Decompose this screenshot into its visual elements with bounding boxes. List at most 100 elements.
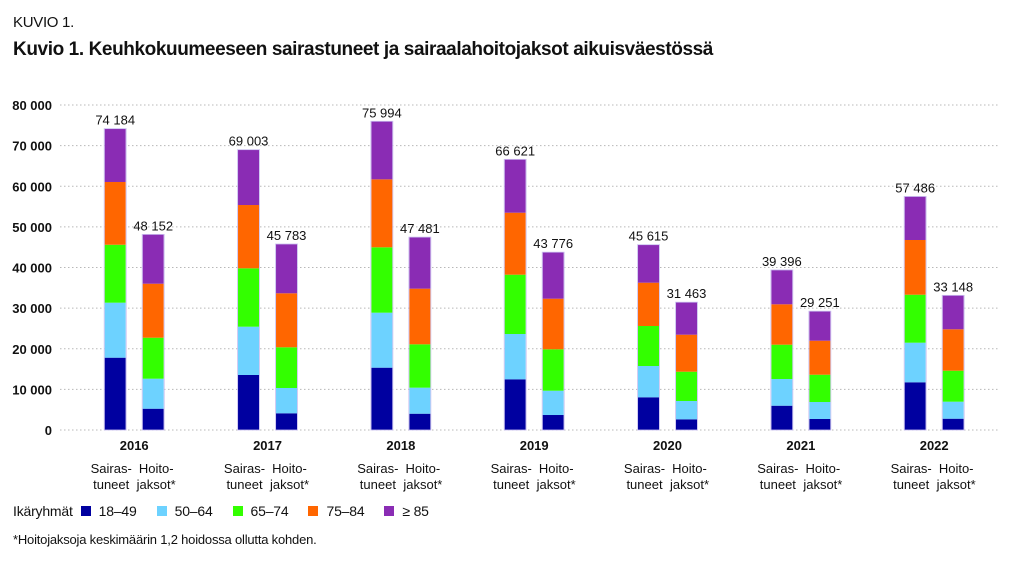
bar-total-label: 66 621 <box>495 143 535 158</box>
bar-total-label: 45 783 <box>267 228 307 243</box>
bar-segment-18-49 <box>638 397 660 430</box>
bar-segment--85 <box>904 196 926 240</box>
bar-segment-65-74 <box>504 274 526 335</box>
bar-segment-50-64 <box>676 400 698 420</box>
bar-segment-65-74 <box>904 294 926 343</box>
legend-swatch <box>156 506 167 516</box>
bar-outline <box>370 120 394 431</box>
bar-segment-75-84 <box>104 181 126 245</box>
bar-segment-18-49 <box>542 415 564 430</box>
bar-segment-18-49 <box>771 405 793 430</box>
bar-segment-75-84 <box>942 329 964 371</box>
bar-category-label: tuneet <box>626 477 663 492</box>
bar-segment--85 <box>104 128 126 182</box>
bar-category-label: jaksot* <box>136 477 176 492</box>
bar-total-label: 31 463 <box>667 286 707 301</box>
stacked-bar-2017-sairastuneet: 69 003 <box>229 134 268 431</box>
bars: 74 184 48 152 69 003 45 783 75 994 47 481 66 6… <box>95 105 973 431</box>
bar-outline <box>237 149 260 431</box>
bar-segment-50-64 <box>542 390 564 416</box>
footnote: *Hoitojaksoja keskimäärin 1,2 hoidossa o… <box>13 532 317 547</box>
bar-segment-50-64 <box>638 366 660 398</box>
stacked-bar-2022-hoitojaksot: 33 148 <box>933 279 973 431</box>
bar-category-label: tuneet <box>760 477 797 492</box>
x-tick-label-year: 2022 <box>920 438 949 453</box>
bar-segment--85 <box>638 244 660 283</box>
stacked-bar-2020-hoitojaksot: 31 463 <box>667 286 707 431</box>
bar-segment-18-49 <box>276 413 298 430</box>
gridlines <box>60 104 1000 431</box>
x-tick-label-year: 2020 <box>653 438 682 453</box>
bar-segment-75-84 <box>142 283 164 338</box>
bar-segment-50-64 <box>904 342 926 383</box>
legend-item-18-49: 18–49 <box>80 503 137 519</box>
stacked-bar-2016-sairastuneet: 74 184 <box>95 113 135 431</box>
bar-segment-18-49 <box>238 374 260 430</box>
bar-segment-18-49 <box>942 418 964 430</box>
bar-segment-50-64 <box>238 326 260 375</box>
stacked-bar-2017-hoitojaksot: 45 783 <box>267 228 307 431</box>
bar-segment--85 <box>276 244 298 294</box>
y-tick-label: 60 000 <box>12 179 52 194</box>
bar-segment-65-74 <box>771 344 793 380</box>
bar-segment-50-64 <box>276 387 298 414</box>
legend-item-50-64: 50–64 <box>156 503 213 519</box>
stacked-bar-2018-sairastuneet: 75 994 <box>362 105 402 431</box>
x-tick-label-year: 2019 <box>520 438 549 453</box>
bar-segment-18-49 <box>371 367 393 430</box>
bar-outline <box>103 128 127 431</box>
y-tick-label: 50 000 <box>12 220 52 235</box>
bar-total-label: 43 776 <box>533 236 573 251</box>
bar-outline <box>770 269 794 431</box>
bar-total-label: 33 148 <box>933 279 973 294</box>
bar-segment--85 <box>942 295 964 330</box>
bar-total-label: 29 251 <box>800 295 840 310</box>
legend-item-85-plus: ≥ 85 <box>384 503 429 519</box>
bar-category-label: jaksot* <box>536 477 576 492</box>
bar-category-label: jaksot* <box>802 477 842 492</box>
bar-category-label: tuneet <box>93 477 130 492</box>
bar-category-label: Hoito- <box>672 461 707 476</box>
bar-outline <box>903 196 927 431</box>
bar-segment--85 <box>238 149 260 206</box>
bar-segment-50-64 <box>809 402 831 419</box>
bar-segment--85 <box>142 234 164 284</box>
bar-segment-65-74 <box>371 247 393 313</box>
bar-total-label: 45 615 <box>629 229 669 244</box>
bar-segment--85 <box>676 302 698 335</box>
bar-category-label: jaksot* <box>669 477 709 492</box>
bar-category-label: tuneet <box>493 477 530 492</box>
stacked-bar-2019-sairastuneet: 66 621 <box>495 143 535 431</box>
bar-outline <box>637 244 660 431</box>
x-tick-label-year: 2021 <box>786 438 815 453</box>
bar-outline <box>675 301 698 431</box>
bar-outline <box>408 236 432 431</box>
bar-category-label: Hoito- <box>272 461 307 476</box>
bar-segment-65-74 <box>638 326 660 367</box>
bar-segment-18-49 <box>809 418 831 430</box>
bar-segment--85 <box>542 252 564 299</box>
y-tick-label: 40 000 <box>12 261 52 276</box>
bar-segment-65-74 <box>276 347 298 388</box>
bar-total-label: 48 152 <box>133 218 173 233</box>
bar-category-label: Sairas- <box>891 461 932 476</box>
bar-total-label: 75 994 <box>362 105 402 120</box>
bar-segment-75-84 <box>904 239 926 295</box>
bar-segment-65-74 <box>142 337 164 379</box>
bar-segment-75-84 <box>676 334 698 372</box>
bar-segment-65-74 <box>104 244 126 303</box>
legend-label: 50–64 <box>174 503 213 519</box>
legend-swatch <box>232 506 243 516</box>
figure-kicker: KUVIO 1. <box>13 14 74 31</box>
bar-segment-50-64 <box>104 302 126 358</box>
bar-outline <box>503 158 527 431</box>
x-axis-labels: Sairas-tuneet Hoito-jaksot* 2016 Sairas-tun… <box>91 438 976 492</box>
bar-segment-65-74 <box>809 374 831 403</box>
legend-label: 18–49 <box>98 503 137 519</box>
bar-category-label: Hoito- <box>539 461 574 476</box>
bar-segment-75-84 <box>771 304 793 345</box>
bar-category-label: jaksot* <box>402 477 442 492</box>
x-tick-label-year: 2017 <box>253 438 282 453</box>
bar-segment-50-64 <box>371 312 393 368</box>
bar-segment-50-64 <box>771 379 793 406</box>
